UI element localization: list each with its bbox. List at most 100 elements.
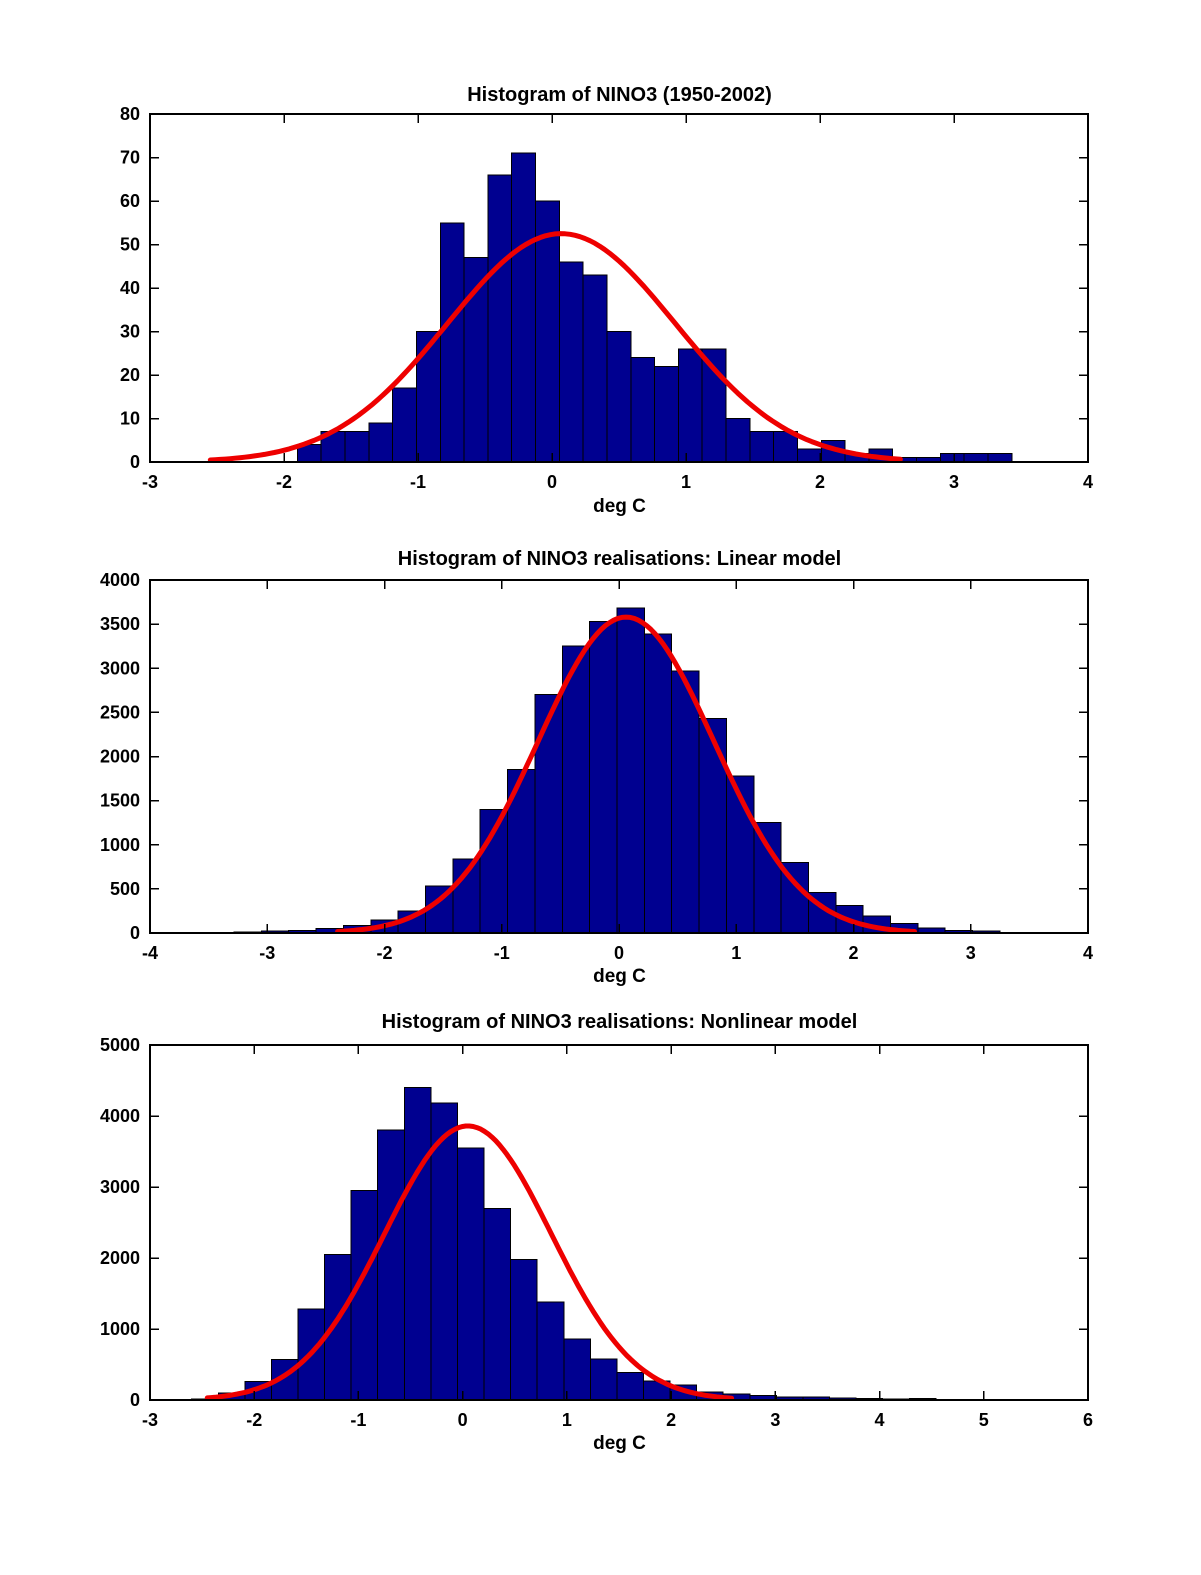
x-tick-label: 0: [458, 1410, 468, 1430]
histogram-bar: [403, 1087, 432, 1401]
histogram-bar: [606, 331, 632, 463]
histogram-bar: [456, 1147, 485, 1401]
chart-3-plot: -3 -2 -1 0 1 2 3 4 5 6 0 1000 2000 3000 4000 5000: [100, 1035, 1093, 1430]
chart-3-title: Histogram of NINO3 realisations: Nonline…: [381, 1011, 858, 1033]
x-tick-label: -1: [350, 1410, 366, 1430]
y-tick-label: 0: [130, 1390, 140, 1410]
histogram-bars: [178, 607, 1001, 934]
histogram-bar: [987, 452, 1013, 463]
x-tick-label: -4: [142, 943, 158, 963]
y-tick-label: 2000: [100, 1248, 140, 1268]
histogram-bar: [377, 1129, 405, 1401]
histogram-bar: [643, 633, 673, 934]
histogram-bar: [483, 1207, 512, 1401]
histogram-bar: [536, 1301, 565, 1401]
x-tick-label: 2: [666, 1410, 676, 1430]
x-tick-label: 4: [875, 1410, 885, 1430]
y-tick-label: 70: [120, 148, 140, 168]
x-tick-marks: [149, 1045, 1089, 1400]
x-tick-label: 3: [966, 943, 976, 963]
histogram-bar: [698, 718, 727, 934]
y-tick-label: 20: [120, 365, 140, 385]
x-tick-marks: [149, 580, 1089, 933]
histogram-bar: [430, 1102, 458, 1401]
y-tick-label: 3000: [100, 1177, 140, 1197]
axes-box: [149, 1044, 1089, 1401]
x-tick-label: 6: [1083, 1410, 1093, 1430]
y-tick-label: 2000: [100, 747, 140, 767]
histogram-bar: [534, 694, 563, 934]
x-tick-label: 3: [949, 472, 959, 492]
histogram-bar: [415, 331, 441, 463]
y-tick-label: 1500: [100, 791, 140, 811]
gaussian-fit-curve: [335, 614, 917, 934]
y-tick-label: 40: [120, 278, 140, 298]
x-tick-label: -2: [276, 472, 292, 492]
histogram-bar: [510, 1258, 538, 1401]
y-tick-label: 500: [110, 879, 140, 899]
histogram-bar: [725, 418, 751, 463]
chart-2-plot: -4 -3 -2 -1 0 1 2 3 4 0 500 1000 1500 2000 2500 3000 350…: [100, 570, 1093, 963]
y-tick-label: 80: [120, 104, 140, 124]
gaussian-fit-curve: [204, 1123, 735, 1401]
histogram-bar: [796, 448, 822, 463]
x-tick-label: -1: [494, 943, 510, 963]
histogram-bar: [939, 452, 965, 463]
y-tick-label: 60: [120, 191, 140, 211]
chart-1-xaxis-label: deg C: [593, 496, 646, 517]
histogram-bar: [511, 152, 537, 463]
x-tick-label: 1: [681, 472, 691, 492]
histogram-bar: [749, 431, 775, 463]
y-tick-label: 0: [130, 452, 140, 472]
histogram-bar: [558, 261, 584, 463]
chart-2-xaxis-label: deg C: [593, 966, 646, 987]
y-tick-marks: [150, 113, 1088, 463]
y-tick-label: 50: [120, 235, 140, 255]
x-tick-label: 0: [614, 943, 624, 963]
histogram-bar: [654, 365, 679, 463]
y-tick-label: 1000: [100, 835, 140, 855]
x-tick-label: -2: [376, 943, 392, 963]
histogram-bar: [616, 607, 645, 934]
x-tick-label: 2: [848, 943, 858, 963]
chart-1-title: Histogram of NINO3 (1950-2002): [467, 84, 772, 106]
histogram-bar: [671, 670, 700, 934]
gaussian-fit-curve: [207, 231, 903, 463]
y-tick-label: 5000: [100, 1035, 140, 1055]
x-tick-label: -3: [142, 472, 158, 492]
histogram-bars: [296, 152, 1013, 463]
y-tick-label: 3000: [100, 658, 140, 678]
y-tick-label: 4000: [100, 1106, 140, 1126]
x-tick-label: 2: [815, 472, 825, 492]
histogram-bar: [963, 452, 989, 463]
x-tick-label: 3: [770, 1410, 780, 1430]
histogram-bar: [589, 1358, 618, 1401]
histogram-bar: [630, 357, 656, 463]
chart-2-title: Histogram of NINO3 realisations: Linear …: [397, 548, 842, 570]
y-tick-label: 1000: [100, 1319, 140, 1339]
y-tick-marks: [150, 579, 1088, 934]
x-tick-label: 1: [562, 1410, 572, 1430]
histogram-bar: [616, 1371, 644, 1401]
x-tick-label: 4: [1083, 943, 1093, 963]
histogram-bar: [561, 645, 591, 934]
histogram-bar: [368, 422, 394, 463]
y-tick-label: 30: [120, 322, 140, 342]
y-tick-label: 3500: [100, 614, 140, 634]
x-tick-label: -2: [246, 1410, 262, 1430]
histogram-bar: [392, 387, 417, 463]
y-tick-label: 2500: [100, 702, 140, 722]
histogram-bar: [324, 1253, 352, 1401]
histogram-bar: [677, 348, 703, 463]
histogram-bar: [753, 822, 782, 934]
x-tick-label: 0: [547, 472, 557, 492]
histogram-bar: [589, 620, 618, 934]
y-tick-label: 0: [130, 923, 140, 943]
histogram-bar: [582, 274, 608, 463]
y-tick-label: 10: [120, 409, 140, 429]
histogram-bar: [344, 431, 370, 463]
x-tick-marks: [149, 114, 1089, 462]
